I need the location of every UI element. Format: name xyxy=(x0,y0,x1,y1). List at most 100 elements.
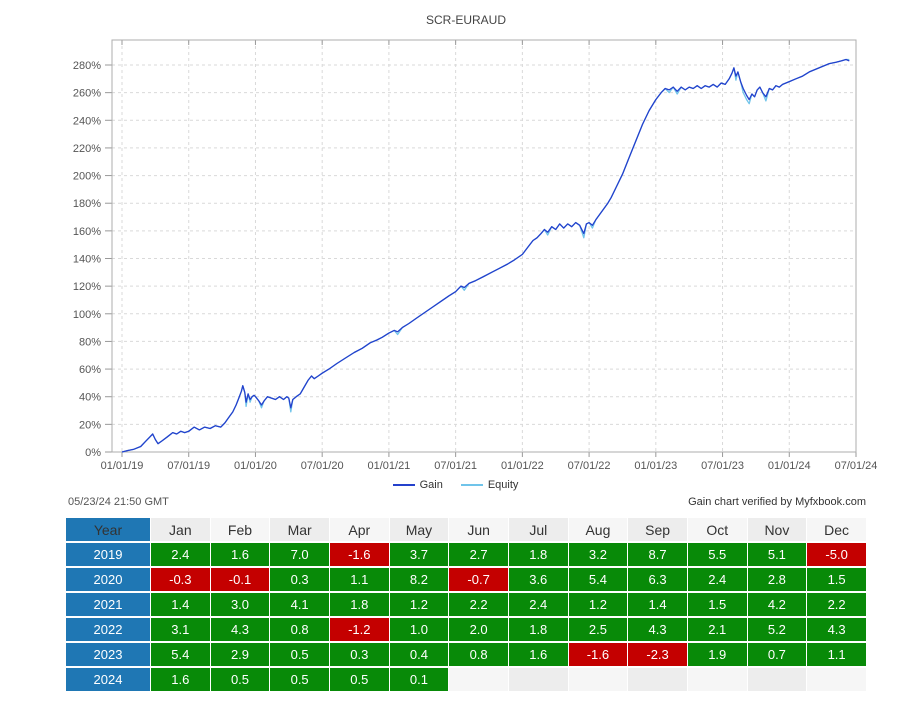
monthly-table-body: 2019 2.4 1.6 7.0 -1.6 3.7 2.7 1.8 3.2 8.7 5.5 5.1 -5… xyxy=(66,543,866,691)
month-header-nov: Nov xyxy=(747,518,807,541)
monthly-return-cell: -5.0 xyxy=(807,543,866,566)
monthly-return-cell xyxy=(508,668,568,691)
monthly-return-cell: 2.8 xyxy=(747,568,807,591)
monthly-return-cell: 1.1 xyxy=(807,643,866,666)
x-axis-label: 01/01/22 xyxy=(501,460,544,472)
table-row-2023: 2023 5.4 2.9 0.5 0.3 0.4 0.8 1.6 -1.6 -2.3 1.9 0.7 1… xyxy=(66,643,866,666)
monthly-return-cell: -1.6 xyxy=(568,643,628,666)
monthly-return-cell: 0.3 xyxy=(329,643,389,666)
month-header-sep: Sep xyxy=(628,518,687,541)
monthly-return-cell: 1.8 xyxy=(329,593,389,616)
monthly-return-cell: 2.0 xyxy=(449,618,508,641)
monthly-return-cell: 4.3 xyxy=(807,618,866,641)
monthly-return-cell xyxy=(628,668,687,691)
y-axis-label: 60% xyxy=(79,364,101,376)
monthly-return-cell: 2.5 xyxy=(568,618,628,641)
monthly-returns-table: Year Jan Feb Mar Apr May Jun Jul Aug Sep Oct Nov Dec… xyxy=(65,516,867,693)
monthly-return-cell: -2.3 xyxy=(628,643,687,666)
monthly-return-cell: 8.7 xyxy=(628,543,687,566)
monthly-return-cell: 1.6 xyxy=(210,543,270,566)
monthly-return-cell: 0.5 xyxy=(210,668,270,691)
table-header-row: Year Jan Feb Mar Apr May Jun Jul Aug Sep Oct Nov Dec xyxy=(66,518,866,541)
monthly-return-cell: 1.2 xyxy=(568,593,628,616)
table-row-2021: 2021 1.4 3.0 4.1 1.8 1.2 2.2 2.4 1.2 1.4 1.5 4.2 2.2 xyxy=(66,593,866,616)
gain-chart: 0% 20% 40% 60% 80% 100% 120% 140% 160% 180% 200% 22… xyxy=(73,13,878,472)
chart-timestamp: 05/23/24 21:50 GMT xyxy=(68,496,169,508)
monthly-return-cell: 5.1 xyxy=(747,543,807,566)
monthly-return-cell xyxy=(807,668,866,691)
table-row-2020: 2020 -0.3 -0.1 0.3 1.1 8.2 -0.7 3.6 5.4 6.3 2.4 2.8… xyxy=(66,568,866,591)
equity-line xyxy=(121,58,850,453)
monthly-return-cell: 0.8 xyxy=(449,643,508,666)
gain-line xyxy=(121,58,850,453)
monthly-return-cell: 5.4 xyxy=(568,568,628,591)
x-axis-label: 01/01/19 xyxy=(101,460,144,472)
monthly-return-cell: 3.7 xyxy=(389,543,449,566)
monthly-return-cell: 3.6 xyxy=(508,568,568,591)
y-axis-label: 240% xyxy=(73,115,101,127)
legend-label-equity: Equity xyxy=(487,479,519,491)
monthly-return-cell: 2.4 xyxy=(687,568,747,591)
monthly-return-cell xyxy=(687,668,747,691)
y-axis-label: 20% xyxy=(79,419,101,431)
month-header-dec: Dec xyxy=(807,518,866,541)
month-header-jan: Jan xyxy=(151,518,210,541)
y-axis-label: 260% xyxy=(73,88,101,100)
monthly-return-cell: 3.0 xyxy=(210,593,270,616)
monthly-return-cell: -0.3 xyxy=(151,568,210,591)
monthly-return-cell: 4.1 xyxy=(270,593,329,616)
monthly-return-cell: 1.4 xyxy=(151,593,210,616)
y-axis-label: 140% xyxy=(73,254,101,266)
monthly-return-cell: 4.3 xyxy=(210,618,270,641)
month-header-aug: Aug xyxy=(568,518,628,541)
x-axis-label: 07/01/20 xyxy=(301,460,344,472)
monthly-return-cell: 1.5 xyxy=(807,568,866,591)
table-row-2019: 2019 2.4 1.6 7.0 -1.6 3.7 2.7 1.8 3.2 8.7 5.5 5.1 -5… xyxy=(66,543,866,566)
monthly-return-cell: 0.1 xyxy=(389,668,449,691)
legend-label-gain: Gain xyxy=(419,479,443,491)
monthly-return-cell: 0.4 xyxy=(389,643,449,666)
chart-title: SCR-EURAUD xyxy=(426,13,506,27)
monthly-return-cell: 5.5 xyxy=(687,543,747,566)
year-cell: 2019 xyxy=(66,543,150,566)
legend-item-equity: Equity xyxy=(460,479,519,491)
y-axis-label: 0% xyxy=(85,447,101,459)
monthly-return-cell: 2.1 xyxy=(687,618,747,641)
y-axis-label: 120% xyxy=(73,281,101,293)
monthly-return-cell: 0.5 xyxy=(270,668,329,691)
month-header-apr: Apr xyxy=(329,518,389,541)
month-header-oct: Oct xyxy=(687,518,747,541)
monthly-return-cell xyxy=(568,668,628,691)
monthly-return-cell: 2.4 xyxy=(508,593,568,616)
x-axis-label: 01/01/24 xyxy=(768,460,811,472)
monthly-return-cell: 3.2 xyxy=(568,543,628,566)
monthly-return-cell: 1.1 xyxy=(329,568,389,591)
x-axis-label: 07/01/19 xyxy=(167,460,210,472)
monthly-return-cell: 1.6 xyxy=(151,668,210,691)
year-cell: 2023 xyxy=(66,643,150,666)
x-axis-label: 07/01/21 xyxy=(434,460,477,472)
x-axis-label: 07/01/22 xyxy=(568,460,611,472)
x-axis-label: 01/01/20 xyxy=(234,460,277,472)
monthly-return-cell: 2.2 xyxy=(449,593,508,616)
gain-line-swatch xyxy=(392,484,415,486)
monthly-return-cell: 1.5 xyxy=(687,593,747,616)
monthly-return-cell: 1.8 xyxy=(508,543,568,566)
monthly-return-cell: -1.2 xyxy=(329,618,389,641)
year-cell: 2021 xyxy=(66,593,150,616)
y-axis-label: 220% xyxy=(73,143,101,155)
monthly-return-cell: -0.7 xyxy=(449,568,508,591)
monthly-return-cell: 1.2 xyxy=(389,593,449,616)
monthly-return-cell: 3.1 xyxy=(151,618,210,641)
month-header-jun: Jun xyxy=(449,518,508,541)
monthly-return-cell: 6.3 xyxy=(628,568,687,591)
y-axis-label: 80% xyxy=(79,336,101,348)
monthly-return-cell: 4.2 xyxy=(747,593,807,616)
x-axis-label: 07/01/24 xyxy=(835,460,878,472)
y-axis-label: 280% xyxy=(73,60,101,72)
monthly-return-cell: 1.9 xyxy=(687,643,747,666)
monthly-return-cell: 2.9 xyxy=(210,643,270,666)
chart-legend: Gain Equity xyxy=(0,479,911,491)
monthly-return-cell: 2.4 xyxy=(151,543,210,566)
